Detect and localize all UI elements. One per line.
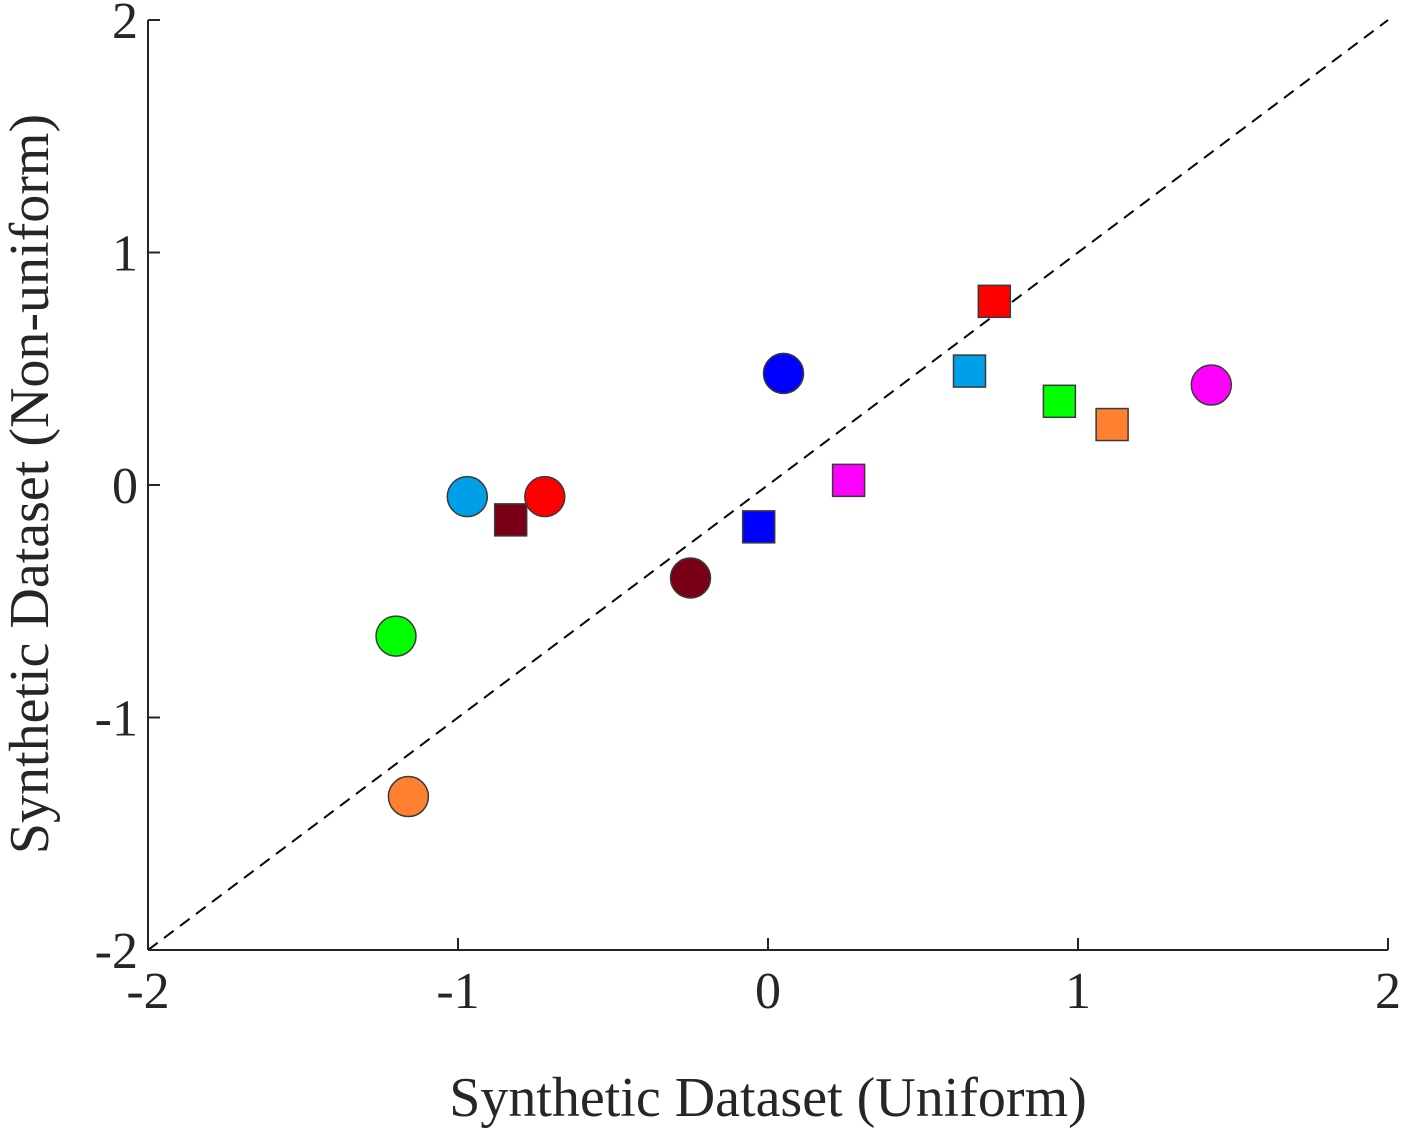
data-point-circle	[1190, 364, 1233, 406]
data-point-square	[1042, 384, 1077, 419]
data-point-square	[493, 503, 528, 537]
y-tick-label: -2	[95, 923, 138, 980]
y-axis-label: Synthetic Dataset (Non-uniform)	[0, 114, 61, 854]
data-point-circle	[387, 775, 430, 818]
data-point-circle	[375, 615, 417, 657]
data-point-square	[831, 463, 866, 498]
reference-line-layer	[147, 19, 1389, 951]
diagonal-reference-line	[147, 19, 1389, 951]
x-tick-label: -1	[436, 963, 479, 1020]
x-tick-label: 2	[1375, 963, 1401, 1020]
y-tick-label: 2	[112, 0, 138, 50]
x-tick-label: 1	[1065, 963, 1091, 1020]
data-point-circle	[669, 557, 712, 599]
data-point-circle	[524, 475, 566, 518]
x-axis-label: Synthetic Dataset (Uniform)	[449, 1067, 1087, 1129]
markers-layer	[375, 284, 1233, 818]
data-point-circle	[446, 475, 489, 518]
y-tick-label: 1	[112, 226, 138, 283]
axes-layer: -2 -1 0 1 2 -2 -1 0 1 2	[95, 0, 1401, 1020]
data-point-square	[952, 354, 987, 388]
y-tick-label: 0	[112, 458, 138, 515]
data-point-square	[977, 284, 1012, 319]
y-tick-label: -1	[95, 691, 138, 748]
data-point-circle	[762, 352, 805, 395]
x-tick-label: -2	[126, 963, 169, 1020]
x-tick-label: 0	[755, 963, 781, 1020]
data-point-square	[741, 510, 776, 544]
data-point-square	[1095, 407, 1129, 442]
